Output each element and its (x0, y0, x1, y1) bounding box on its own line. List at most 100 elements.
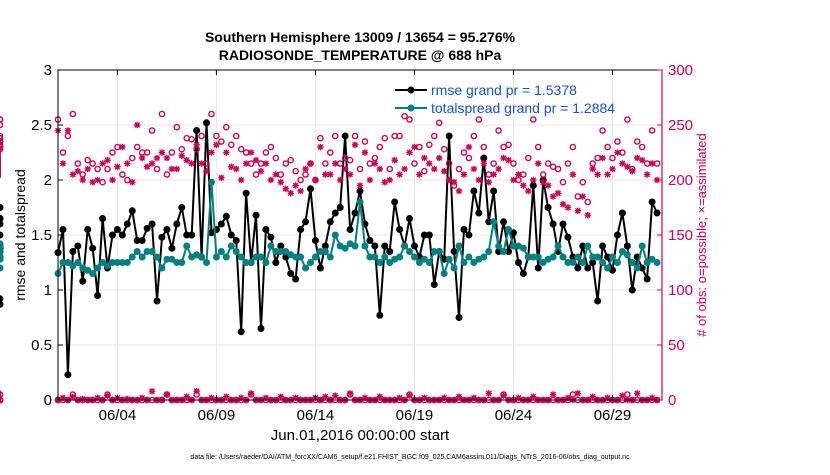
asterisk-stroke (144, 163, 151, 170)
asterisk-stroke (347, 171, 353, 178)
asterisk-stroke (243, 160, 250, 167)
totalspread-point (163, 255, 171, 263)
asterisk-stroke (74, 168, 81, 175)
rmse-point (99, 215, 107, 222)
obs-possible-marker (465, 154, 473, 162)
asterisk-stroke (94, 177, 101, 183)
rmse-point (0, 215, 4, 222)
obs-assimilated-marker (475, 176, 483, 184)
totalspread-point (584, 242, 592, 250)
totalspread-point (203, 259, 211, 266)
obs-assimilated-marker (559, 201, 567, 208)
rmse-point (628, 286, 636, 294)
rmse-point (529, 182, 537, 189)
totalspread-point (306, 259, 314, 266)
asterisk-stroke (203, 168, 210, 175)
obs-assimilated-marker (213, 141, 220, 148)
totalspread-point (500, 248, 508, 255)
obs-possible-marker (326, 149, 334, 156)
rmse-point (643, 275, 651, 283)
legend-spread-label: totalspread grand pr = 1.2884 (431, 100, 615, 116)
obs-assimilated-marker (480, 160, 487, 167)
obs-assimilated-marker (267, 176, 275, 184)
totalspread-point (247, 259, 255, 266)
asterisk-stroke (193, 388, 200, 395)
rmse-point (252, 211, 260, 219)
asterisk-stroke (446, 177, 453, 183)
totalspread-point (217, 248, 225, 255)
obs-assimilated-marker (530, 176, 537, 184)
asterisk-stroke (193, 141, 200, 148)
obs-possible-marker (84, 156, 92, 164)
totalspread-point (470, 259, 478, 266)
obs-assimilated-marker (574, 207, 582, 214)
obs-assimilated-marker (104, 392, 111, 399)
rmse-point (574, 264, 582, 272)
totalspread-point (316, 248, 324, 255)
obs-assimilated-marker (332, 160, 339, 167)
y-tick-label-right: 50 (668, 337, 685, 354)
totalspread-point (113, 259, 121, 266)
obs-assimilated-marker (218, 174, 225, 181)
asterisk-stroke (99, 160, 106, 167)
obs-possible-marker (386, 165, 394, 173)
obs-possible-marker (460, 149, 468, 156)
totalspread-point (386, 259, 394, 266)
obs-assimilated-marker (406, 149, 413, 156)
totalspread-point (104, 262, 112, 270)
obs-assimilated-marker (599, 154, 606, 162)
obs-assimilated-marker (351, 141, 359, 148)
totalspread-point (272, 248, 280, 255)
obs-possible-marker (356, 165, 364, 173)
totalspread-point (0, 264, 4, 272)
obs-possible-marker (495, 127, 502, 134)
totalspread-point (297, 253, 305, 261)
rmse-point (653, 209, 661, 217)
asterisk-stroke (347, 390, 353, 397)
rmse-point (113, 226, 121, 233)
obs-assimilated-marker (460, 171, 468, 178)
asterisk-stroke (188, 160, 195, 167)
totalspread-point (564, 259, 572, 266)
obs-assimilated-marker (510, 176, 517, 184)
asterisk-stroke (248, 390, 254, 397)
totalspread-point (0, 248, 4, 255)
rmse-point (480, 154, 488, 162)
obs-assimilated-marker (158, 149, 166, 156)
rmse-point (391, 198, 399, 206)
obs-possible-marker (505, 141, 512, 149)
asterisk-stroke (451, 179, 457, 186)
totalspread-point (648, 255, 656, 263)
asterisk-stroke (495, 166, 502, 172)
asterisk-stroke (124, 160, 131, 167)
obs-assimilated-marker (604, 171, 611, 178)
totalspread-point (505, 226, 513, 233)
obs-possible-marker (0, 141, 4, 149)
rmse-point (163, 226, 171, 233)
asterisk-stroke (609, 166, 616, 172)
obs-possible-marker (614, 138, 621, 145)
obs-assimilated-marker (579, 193, 586, 200)
totalspread-point (569, 259, 577, 266)
asterisk-stroke (307, 160, 314, 167)
totalspread-point (89, 270, 97, 277)
totalspread-point (252, 253, 260, 261)
obs-assimilated-marker (554, 190, 562, 197)
asterisk-stroke (65, 127, 71, 134)
rmse-point (544, 204, 552, 211)
totalspread-point (212, 253, 220, 261)
totalspread-point (529, 253, 537, 261)
asterisk-stroke (505, 157, 512, 164)
obs-assimilated-marker (193, 141, 200, 148)
obs-assimilated-marker (277, 393, 284, 400)
totalspread-point (292, 253, 300, 261)
rmse-point (193, 127, 201, 134)
asterisk-stroke (589, 166, 596, 172)
asterisk-stroke (560, 201, 566, 208)
obs-assimilated-marker (59, 394, 67, 401)
totalspread-point (554, 242, 562, 250)
totalspread-point (406, 248, 414, 255)
obs-assimilated-marker (421, 394, 428, 401)
obs-assimilated-marker (178, 152, 185, 159)
x-tick-label: 06/19 (396, 407, 434, 424)
